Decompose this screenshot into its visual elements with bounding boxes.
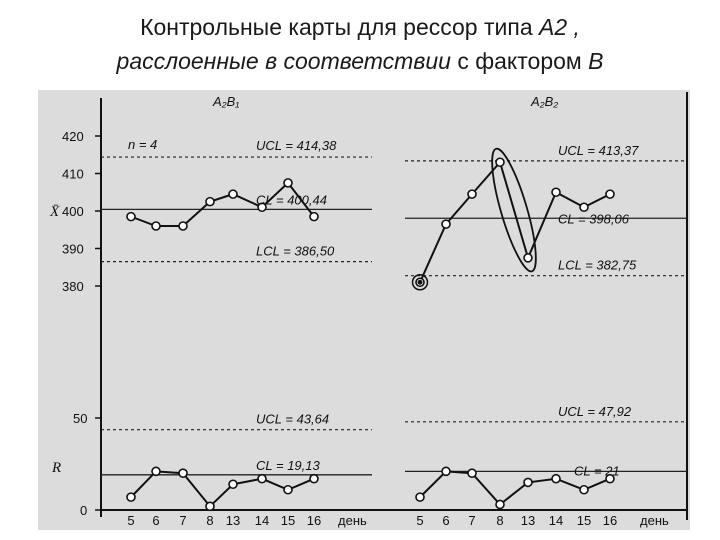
panel2-range-point (551, 473, 561, 484)
panel2-range-point (467, 468, 477, 479)
panel1-xbar-point (228, 189, 238, 199)
panel2-xbar-point (579, 202, 589, 213)
x-tick-label-panel2: 7 (468, 513, 475, 528)
panel1-range-point (228, 479, 238, 490)
panel2-xbar-point (605, 189, 615, 199)
panel2-xbar-cl-label: CL = 398,06 (558, 211, 630, 226)
panel2-xbar-point (441, 219, 451, 229)
x-tick-label-panel1: 7 (179, 513, 186, 528)
panel1-range-point (205, 501, 215, 512)
sample-size-note: n = 4 (128, 137, 157, 152)
title-line-1: Контрольные карты для рессор типа A2 , (0, 10, 720, 44)
scanned-chart-background (38, 90, 690, 530)
panel1-name: A₂B₁ (212, 94, 239, 109)
title-type-code: A2 , (539, 14, 580, 40)
x-tick-label-panel2: 15 (577, 513, 591, 528)
panel1-range-point (283, 484, 293, 495)
x-tick-label-panel1: 16 (307, 513, 321, 528)
panel2-xbar-point (495, 157, 505, 168)
range-axis-label: R (51, 460, 61, 476)
panel1-range-point (309, 473, 319, 484)
panel2-range-point (579, 484, 589, 495)
panel2-range-point (441, 466, 451, 477)
x-tick-label-panel1: 6 (152, 513, 159, 528)
x-tick-label-panel2: 5 (416, 513, 423, 528)
panel1-xbar-point (257, 202, 267, 213)
panel2-highlight-oval (491, 147, 537, 273)
panel1-range-point (257, 473, 267, 484)
x-axis-label-panel1: день (338, 513, 367, 528)
panel1-xbar-cl-label: CL = 400,44 (256, 192, 327, 207)
x-tick-label-panel2: 13 (521, 513, 535, 528)
panel1-xbar-point (151, 221, 161, 231)
xbar-ytick-label: 410 (62, 167, 84, 182)
panel1-range-cl-label: CL = 19,13 (256, 458, 321, 473)
panel2-xbar-point (467, 189, 477, 199)
panel1-xbar-ucl-label: UCL = 414,38 (256, 138, 337, 153)
xbar-ytick-label: 380 (62, 279, 84, 294)
range-ytick-label: 0 (80, 503, 87, 518)
panel1-xbar-point (126, 211, 136, 222)
x-axis-label-panel2: день (640, 513, 669, 528)
x-tick-label-panel2: 6 (442, 513, 449, 528)
slide-title: Контрольные карты для рессор типа A2 , р… (0, 10, 720, 78)
panel2-range-point (523, 477, 533, 488)
panel2-xbar-point (523, 253, 533, 263)
x-tick-label-panel1: 14 (255, 513, 269, 528)
panel1-xbar-point (283, 178, 293, 188)
x-tick-label-panel1: 8 (206, 513, 213, 528)
panel2-xbar-lcl-label: LCL = 382,75 (558, 258, 637, 273)
panel1-range-point (151, 466, 161, 477)
panel2-flagged-point-dot (417, 279, 423, 285)
panel1-xbar-point (178, 221, 188, 231)
xbar-ytick-label: 390 (62, 242, 84, 257)
title-line-1-text: Контрольные карты для рессор типа (140, 14, 540, 40)
title-factor: B (588, 48, 604, 74)
panel2-xbar-ucl-label: UCL = 413,37 (558, 143, 639, 158)
panel1-xbar-lcl-label: LCL = 386,50 (256, 244, 335, 259)
range-ytick-label: 50 (73, 411, 87, 426)
panel2-flagged-point-ring (411, 274, 429, 291)
panel2-name: A₂B₂ (530, 94, 558, 109)
x-tick-label-panel1: 13 (226, 513, 240, 528)
xbar-ytick-label: 420 (62, 129, 84, 144)
panel2-xbar-series-line (419, 160, 611, 283)
x-tick-label-panel1: 5 (127, 513, 134, 528)
x-tick-label-panel2: 16 (603, 513, 617, 528)
panel2-range-point (495, 499, 505, 510)
xbar-ytick-label: 400 (62, 204, 84, 219)
panel1-xbar-point (309, 211, 319, 222)
chart-marks: 380 390 400 410 420 0 50 5 5 6 6 7 7 8 8 13 13 14 14 15 15 16… (62, 129, 687, 528)
title-line-2-italic: расслоенные в соответствии (116, 48, 451, 74)
title-line-2: расслоенные в соответствии с фактором B (0, 44, 720, 78)
panel2-range-cl-label: CL = 21 (574, 463, 620, 478)
xbar-axis-label: X̄ (49, 204, 60, 220)
panel1-range-point (178, 468, 188, 479)
x-tick-label-panel2: 8 (496, 513, 503, 528)
title-line-2-text: с фактором (450, 48, 589, 74)
panel2-range-point (605, 473, 615, 484)
panel2-range-point (415, 492, 425, 502)
panel1-xbar-point (205, 196, 215, 207)
panel1-range-point (126, 492, 136, 502)
panel2-xbar-point (551, 187, 561, 198)
panel1-range-ucl-label: UCL = 43,64 (256, 412, 329, 427)
x-tick-label-panel1: 15 (281, 513, 295, 528)
x-tick-label-panel2: 14 (549, 513, 563, 528)
panel2-range-ucl-label: UCL = 47,92 (558, 404, 632, 419)
